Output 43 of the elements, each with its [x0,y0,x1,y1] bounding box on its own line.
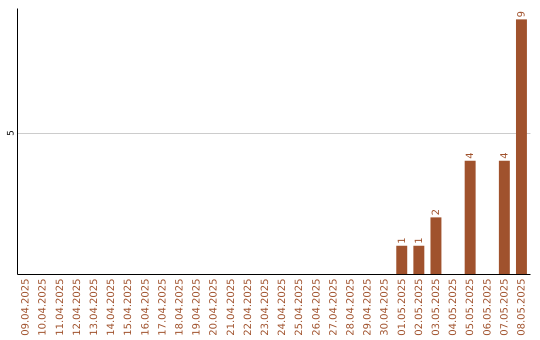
x-tick-label: 20.04.2025 [208,278,220,336]
x-tick-label: 08.05.2025 [516,278,528,336]
x-tick-label: 23.04.2025 [260,278,271,336]
bar [498,160,510,274]
x-tick-label: 19.04.2025 [192,278,203,336]
x-tick-label: 02.05.2025 [414,278,425,336]
bar [413,246,424,274]
x-tick-label: 13.04.2025 [88,278,100,336]
data-label: 2 [430,209,442,216]
x-tick-label: 16.04.2025 [140,278,152,336]
x-tick-label: 27.04.2025 [328,278,340,336]
bar [516,19,527,274]
bar [396,246,408,274]
x-tick-label: 22.04.2025 [242,278,254,336]
data-label: 4 [465,152,476,159]
x-tick-label: 15.04.2025 [123,278,134,336]
x-tick-label: 12.04.2025 [72,278,83,336]
bar [464,160,476,274]
bar [430,217,442,274]
y-tick-label: 5 [6,130,16,136]
data-label: 9 [516,10,528,18]
data-label: 1 [396,237,408,244]
x-tick-label: 18.04.2025 [174,278,186,336]
x-tick-label: 21.04.2025 [226,278,237,336]
data-label: 4 [499,152,510,159]
x-tick-label: 11.04.2025 [54,278,66,336]
x-tick-label: 26.04.2025 [311,278,322,336]
x-tick-label: 17.04.2025 [157,278,168,336]
data-label: 1 [414,237,425,244]
x-tick-label: 06.05.2025 [482,278,494,336]
x-tick-label: 28.04.2025 [345,278,356,336]
x-tick-label: 14.04.2025 [106,278,118,336]
x-tick-label: 10.04.2025 [38,278,49,336]
x-tick-label: 24.04.2025 [277,278,288,336]
x-tick-label: 07.05.2025 [499,278,510,336]
x-tick-label: 05.05.2025 [465,278,476,336]
x-tick-label: 03.05.2025 [430,278,442,336]
x-tick-label: 09.04.2025 [20,278,32,336]
x-tick-label: 29.04.2025 [362,278,374,336]
x-tick-label: 01.05.2025 [396,278,408,336]
x-tick-label: 30.04.2025 [380,278,391,336]
x-tick-label: 25.04.2025 [294,278,306,336]
x-tick-label: 04.05.2025 [448,278,460,336]
